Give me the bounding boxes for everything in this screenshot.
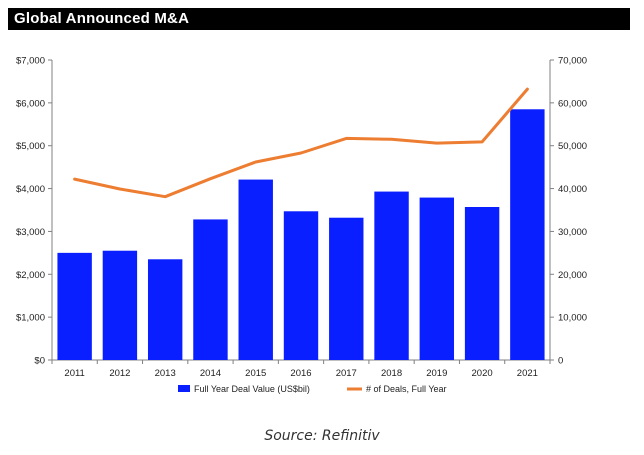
x-tick-label: 2012 xyxy=(109,368,130,379)
deal-value-bar xyxy=(419,197,455,360)
left-tick-label: $2,000 xyxy=(16,270,45,281)
x-tick-label: 2017 xyxy=(336,368,357,379)
x-tick-label: 2020 xyxy=(472,368,493,379)
chart-title: Global Announced M&A xyxy=(14,10,190,27)
left-tick-label: $0 xyxy=(34,356,45,367)
right-tick-label: 50,000 xyxy=(558,141,587,152)
right-tick-label: 60,000 xyxy=(558,98,587,109)
left-tick-label: $7,000 xyxy=(16,56,45,67)
x-tick-label: 2019 xyxy=(426,368,447,379)
left-tick-label: $3,000 xyxy=(16,227,45,238)
legend-line-label: # of Deals, Full Year xyxy=(366,384,447,394)
chart-title-bar: Global Announced M&A xyxy=(8,8,630,30)
deal-value-bar xyxy=(464,207,500,360)
legend-bar-label: Full Year Deal Value (US$bil) xyxy=(194,384,310,394)
right-tick-label: 40,000 xyxy=(558,184,587,195)
left-tick-label: $6,000 xyxy=(16,98,45,109)
deal-value-bar xyxy=(193,219,228,360)
deal-value-bar xyxy=(147,259,183,360)
right-tick-label: 0 xyxy=(558,356,563,367)
deals-count-line xyxy=(73,87,529,199)
x-tick-label: 2021 xyxy=(517,368,538,379)
deal-value-bar xyxy=(283,211,319,360)
legend-bar-swatch xyxy=(178,385,190,392)
deal-value-bar xyxy=(57,252,92,360)
x-tick-label: 2011 xyxy=(64,368,84,379)
x-tick-label: 2016 xyxy=(290,368,311,379)
right-tick-label: 70,000 xyxy=(558,56,587,67)
left-tick-label: $1,000 xyxy=(16,313,45,324)
deal-value-bar xyxy=(329,217,364,360)
x-tick-label: 2018 xyxy=(381,368,402,379)
x-tick-label: 2015 xyxy=(245,368,266,379)
deal-value-bar xyxy=(102,250,138,360)
left-tick-label: $4,000 xyxy=(16,184,45,195)
deal-value-bar xyxy=(238,179,273,360)
combo-chart: $0 $1,000 $2,000 $3,000 $4,000 $5,000 $6,000 $7… xyxy=(16,56,587,395)
x-tick-label: 2013 xyxy=(155,368,176,379)
right-tick-label: 30,000 xyxy=(558,227,587,238)
deal-value-bar xyxy=(510,109,545,361)
source-note: Source: Refinitiv xyxy=(264,428,380,444)
deal-value-bar xyxy=(374,191,409,360)
left-tick-label: $5,000 xyxy=(16,141,45,152)
right-tick-label: 10,000 xyxy=(558,313,587,324)
right-tick-label: 20,000 xyxy=(558,270,587,281)
x-tick-label: 2014 xyxy=(200,368,221,379)
